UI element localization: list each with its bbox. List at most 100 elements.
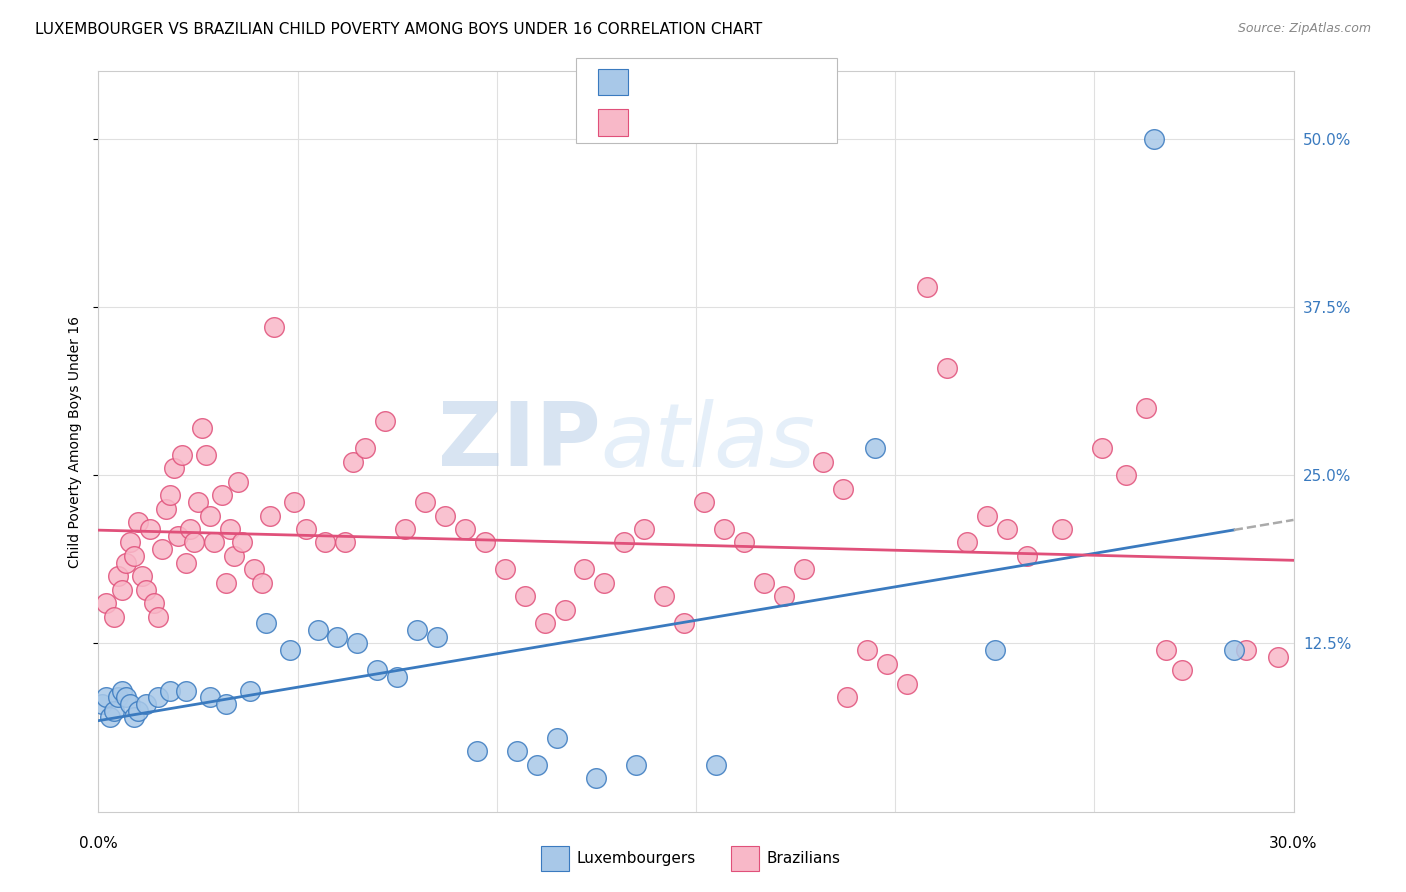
Point <box>222 549 245 563</box>
Point <box>1267 649 1289 664</box>
Point <box>195 448 218 462</box>
Point <box>98 710 122 724</box>
Point <box>896 677 918 691</box>
Point <box>120 697 142 711</box>
Point <box>652 590 675 604</box>
Point <box>215 697 238 711</box>
Point <box>250 575 273 590</box>
Text: N =: N = <box>734 113 770 131</box>
Point <box>120 535 142 549</box>
Point <box>1223 643 1246 657</box>
Point <box>995 522 1018 536</box>
Point <box>278 643 301 657</box>
Point <box>342 455 364 469</box>
Point <box>626 757 648 772</box>
Point <box>103 704 125 718</box>
Point <box>465 744 488 758</box>
Point <box>346 636 368 650</box>
Point <box>406 623 429 637</box>
Point <box>704 757 727 772</box>
Point <box>633 522 655 536</box>
Point <box>183 535 205 549</box>
Point <box>127 516 149 530</box>
Point <box>243 562 266 576</box>
Point <box>150 542 173 557</box>
Point <box>198 508 221 523</box>
Point <box>148 690 170 705</box>
Point <box>1052 522 1074 536</box>
Point <box>394 522 416 536</box>
Text: R =: R = <box>638 73 675 91</box>
Text: N =: N = <box>734 73 770 91</box>
Point <box>174 556 197 570</box>
Point <box>107 690 129 705</box>
Text: 0.526: 0.526 <box>678 73 730 91</box>
Point <box>259 508 281 523</box>
Point <box>956 535 979 549</box>
Text: Source: ZipAtlas.com: Source: ZipAtlas.com <box>1237 22 1371 36</box>
Point <box>1135 401 1157 415</box>
Point <box>832 482 855 496</box>
Point <box>513 590 536 604</box>
Text: LUXEMBOURGER VS BRAZILIAN CHILD POVERTY AMONG BOYS UNDER 16 CORRELATION CHART: LUXEMBOURGER VS BRAZILIAN CHILD POVERTY … <box>35 22 762 37</box>
Point <box>294 522 316 536</box>
Point <box>198 690 221 705</box>
Point <box>159 683 181 698</box>
Point <box>96 596 118 610</box>
Text: 0.0%: 0.0% <box>79 836 118 851</box>
Point <box>434 508 457 523</box>
Point <box>124 710 146 724</box>
Text: 0.182: 0.182 <box>678 113 730 131</box>
Text: Luxembourgers: Luxembourgers <box>576 851 696 865</box>
Text: Brazilians: Brazilians <box>766 851 841 865</box>
Point <box>202 535 225 549</box>
Point <box>107 569 129 583</box>
Point <box>693 495 716 509</box>
Point <box>103 609 125 624</box>
Point <box>1154 643 1177 657</box>
Point <box>191 421 214 435</box>
Point <box>526 757 548 772</box>
Point <box>326 630 349 644</box>
Y-axis label: Child Poverty Among Boys Under 16: Child Poverty Among Boys Under 16 <box>69 316 83 567</box>
Text: ZIP: ZIP <box>437 398 600 485</box>
Point <box>179 522 201 536</box>
Point <box>1171 664 1194 678</box>
Point <box>159 488 181 502</box>
Point <box>1091 442 1114 456</box>
Point <box>533 616 555 631</box>
Point <box>111 582 134 597</box>
Point <box>613 535 636 549</box>
Point <box>856 643 879 657</box>
Point <box>315 535 337 549</box>
Point <box>593 575 616 590</box>
Point <box>127 704 149 718</box>
Point <box>494 562 516 576</box>
Point <box>115 556 138 570</box>
Point <box>111 683 134 698</box>
Point <box>283 495 305 509</box>
Point <box>219 522 242 536</box>
Point <box>976 508 998 523</box>
Point <box>226 475 249 489</box>
Point <box>167 529 190 543</box>
Point <box>574 562 596 576</box>
Point <box>837 690 859 705</box>
Point <box>155 501 177 516</box>
Point <box>984 643 1007 657</box>
Point <box>813 455 835 469</box>
Point <box>936 360 959 375</box>
Point <box>135 697 157 711</box>
Point <box>673 616 696 631</box>
Point <box>215 575 238 590</box>
Point <box>713 522 735 536</box>
Text: R =: R = <box>638 113 675 131</box>
Point <box>793 562 815 576</box>
Point <box>211 488 233 502</box>
Point <box>426 630 449 644</box>
Text: 85: 85 <box>773 113 796 131</box>
Text: 37: 37 <box>773 73 797 91</box>
Point <box>148 609 170 624</box>
Point <box>1115 468 1137 483</box>
Point <box>96 690 118 705</box>
